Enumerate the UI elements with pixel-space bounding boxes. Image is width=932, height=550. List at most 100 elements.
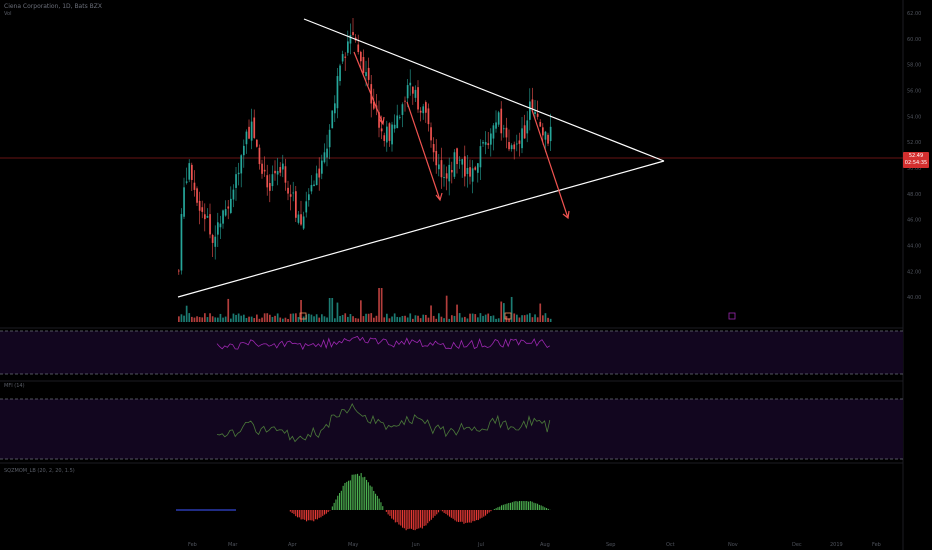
volume-bar (300, 300, 302, 322)
volume-bar (466, 318, 469, 322)
candle-body (185, 181, 188, 183)
candle-body (360, 51, 362, 62)
volume-bar (500, 301, 503, 322)
candle-body (313, 184, 315, 187)
candle-body (196, 188, 198, 203)
squeeze-bar (544, 507, 546, 510)
squeeze-bar (409, 510, 411, 529)
last-price-countdown: 02:54:35 (904, 160, 928, 166)
volume-bar (188, 313, 191, 322)
volume-bar (547, 317, 549, 322)
candle-body (339, 65, 341, 82)
squeeze-bar (373, 490, 375, 510)
candle-body (289, 194, 292, 197)
candle-body (253, 117, 256, 138)
candle-body (328, 129, 331, 148)
earnings-flag-icon[interactable] (299, 312, 307, 320)
volume-bar (258, 318, 261, 322)
volume-bar (523, 315, 526, 322)
squeeze-bar (351, 474, 353, 510)
candle-body (256, 139, 258, 147)
candle-body (274, 170, 276, 174)
candle-body (505, 127, 508, 138)
candle-body (269, 183, 271, 191)
squeeze-bar (316, 510, 318, 520)
squeeze-bar (402, 510, 404, 528)
candle-body (362, 57, 365, 73)
candle-body (206, 216, 209, 218)
volume-bar (380, 288, 383, 322)
squeeze-bar (517, 501, 519, 510)
squeeze-bar (407, 510, 409, 530)
squeeze-bar (348, 480, 350, 510)
volume-bar (458, 313, 461, 322)
candle-body (318, 168, 321, 178)
volume-bar (263, 313, 266, 322)
candle-body (380, 128, 383, 132)
squeeze-bar (450, 510, 452, 518)
squeeze-bar (324, 510, 326, 515)
volume-bar (209, 313, 211, 322)
squeeze-bar (524, 501, 526, 510)
squeeze-bar (519, 500, 521, 510)
volume-bar (451, 315, 453, 322)
squeeze-bar (425, 510, 427, 526)
squeeze-bar (366, 479, 368, 510)
squeeze-bar (289, 510, 291, 512)
volume-bar (326, 317, 328, 322)
candle-body (464, 156, 466, 177)
volume-bar (341, 314, 344, 322)
triangle-lower-trendline[interactable] (177, 160, 665, 298)
volume-bar (253, 318, 256, 322)
earnings-flag-icon[interactable] (504, 312, 512, 320)
volume-bar (513, 313, 516, 322)
candle-body (531, 99, 534, 110)
squeeze-bar (376, 495, 378, 510)
volume-bar (539, 303, 542, 322)
triangle-upper-trendline[interactable] (303, 18, 665, 162)
candle-body (510, 145, 513, 150)
squeeze-bar (454, 510, 456, 521)
volume-bar (425, 314, 427, 322)
squeeze-bar (313, 510, 315, 522)
candle-body (315, 173, 318, 186)
squeeze-bar (295, 510, 297, 517)
volume-bar (240, 315, 243, 322)
squeeze-bar (293, 510, 295, 515)
volume-bar (536, 317, 539, 322)
squeeze-bar (346, 481, 348, 510)
event-marker-icon[interactable] (728, 312, 736, 320)
squeeze-bar (506, 503, 508, 510)
price-tick-label: 46.00 (907, 218, 921, 224)
squeeze-bar (353, 474, 355, 510)
candle-body (487, 143, 490, 146)
squeeze-bar (318, 510, 320, 518)
volume-bar (521, 315, 523, 322)
volume-bar (344, 313, 347, 322)
candle-body (243, 145, 245, 156)
volume-bar (443, 318, 445, 322)
squeeze-bar (467, 510, 469, 523)
squeeze-bar (385, 510, 387, 512)
volume-bar (373, 317, 375, 322)
squeeze-bar (387, 510, 389, 515)
candle-body (401, 104, 404, 115)
volume-bar (544, 313, 547, 322)
volume-bar (261, 317, 263, 322)
candle-body (461, 159, 464, 165)
candle-body (219, 223, 222, 228)
squeeze-bar (522, 501, 524, 510)
projection-arrows[interactable] (353, 51, 570, 220)
volume-bar (196, 316, 198, 322)
squeeze-bar (497, 507, 499, 510)
volume-bar (352, 316, 354, 322)
squeeze-bar (461, 510, 463, 522)
candle-body (308, 194, 310, 201)
candle-body (469, 167, 471, 177)
candle-body (344, 56, 347, 58)
squeeze-bar (300, 510, 302, 520)
volume-bar (357, 318, 360, 322)
squeeze-bar (331, 506, 333, 510)
candle-body (235, 174, 237, 188)
